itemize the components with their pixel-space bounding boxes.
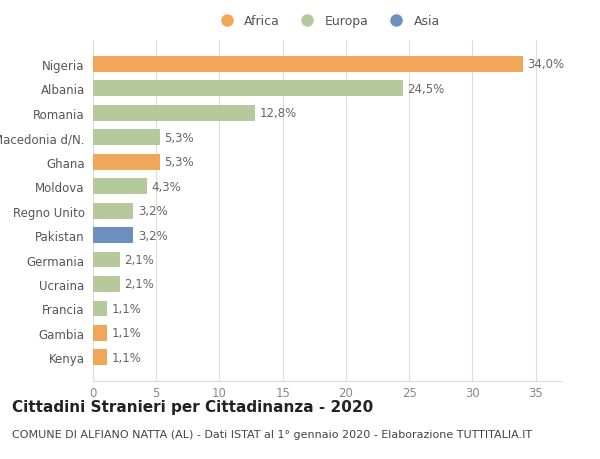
Text: 5,3%: 5,3% <box>164 131 194 145</box>
Text: 5,3%: 5,3% <box>164 156 194 169</box>
Bar <box>93 203 133 219</box>
Bar <box>93 57 523 73</box>
Bar <box>93 106 255 122</box>
Text: 3,2%: 3,2% <box>138 229 167 242</box>
Text: 2,1%: 2,1% <box>124 278 154 291</box>
Text: Cittadini Stranieri per Cittadinanza - 2020: Cittadini Stranieri per Cittadinanza - 2… <box>12 399 373 414</box>
Text: 4,3%: 4,3% <box>152 180 182 193</box>
Bar <box>93 130 160 146</box>
Text: 1,1%: 1,1% <box>112 351 141 364</box>
Text: COMUNE DI ALFIANO NATTA (AL) - Dati ISTAT al 1° gennaio 2020 - Elaborazione TUTT: COMUNE DI ALFIANO NATTA (AL) - Dati ISTA… <box>12 429 532 439</box>
Legend: Africa, Europa, Asia: Africa, Europa, Asia <box>214 15 440 28</box>
Text: 2,1%: 2,1% <box>124 253 154 266</box>
Bar <box>93 276 119 292</box>
Bar <box>93 154 160 170</box>
Bar <box>93 252 119 268</box>
Bar <box>93 228 133 243</box>
Text: 3,2%: 3,2% <box>138 205 167 218</box>
Text: 1,1%: 1,1% <box>112 327 141 340</box>
Text: 1,1%: 1,1% <box>112 302 141 315</box>
Text: 12,8%: 12,8% <box>259 107 296 120</box>
Bar <box>93 301 107 317</box>
Bar <box>93 179 148 195</box>
Text: 24,5%: 24,5% <box>407 83 445 95</box>
Bar <box>93 81 403 97</box>
Bar <box>93 350 107 365</box>
Text: 34,0%: 34,0% <box>527 58 565 71</box>
Bar <box>93 325 107 341</box>
